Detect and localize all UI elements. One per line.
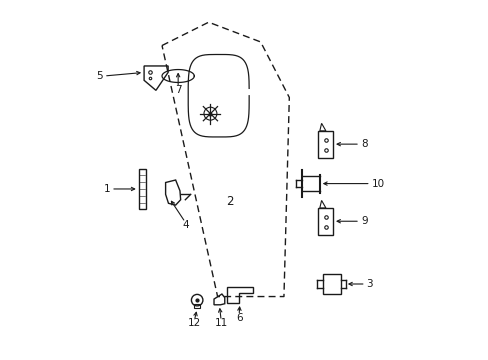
Text: 3: 3 xyxy=(366,279,372,289)
Text: 4: 4 xyxy=(182,220,188,230)
Text: 7: 7 xyxy=(175,85,181,95)
Bar xyxy=(317,208,332,235)
Text: 12: 12 xyxy=(187,319,201,328)
Text: 8: 8 xyxy=(360,139,367,149)
Text: 5: 5 xyxy=(96,71,102,81)
Bar xyxy=(317,131,332,158)
Text: 6: 6 xyxy=(235,313,242,323)
Bar xyxy=(139,169,145,209)
Bar xyxy=(194,304,200,309)
Text: 1: 1 xyxy=(103,184,110,194)
Bar xyxy=(323,274,340,294)
Text: 9: 9 xyxy=(360,216,367,226)
Text: 2: 2 xyxy=(226,195,233,208)
Text: 11: 11 xyxy=(214,319,227,328)
Text: 10: 10 xyxy=(371,179,384,189)
